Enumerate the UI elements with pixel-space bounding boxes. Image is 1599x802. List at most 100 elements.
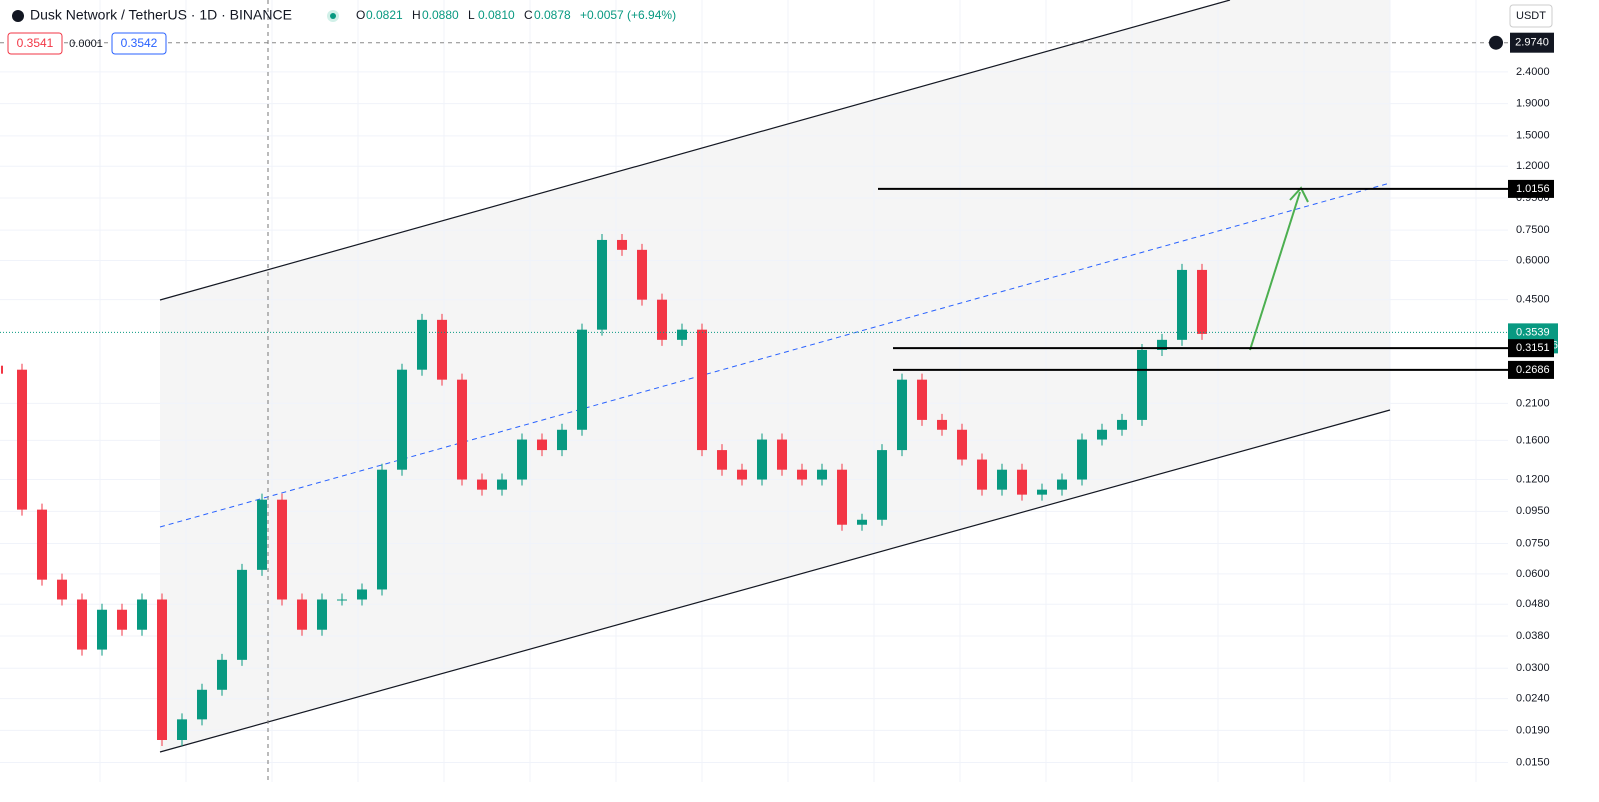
level-tag bbox=[1508, 360, 1554, 379]
candle-body bbox=[217, 659, 227, 690]
candle-body bbox=[1177, 269, 1187, 340]
candle-body bbox=[17, 369, 27, 510]
channel-bottom bbox=[159, 409, 1391, 753]
candle-body bbox=[777, 439, 787, 470]
last-price-label: 0.3539 bbox=[1516, 326, 1550, 338]
candle-body bbox=[517, 439, 527, 480]
candle-body bbox=[457, 379, 467, 480]
y-tick-label: 0.0600 bbox=[1516, 568, 1550, 580]
candle-body bbox=[897, 379, 907, 451]
candle-body bbox=[197, 689, 207, 720]
y-tick-label: 0.0190 bbox=[1516, 724, 1550, 736]
candle-body bbox=[1157, 339, 1167, 350]
candle-body bbox=[357, 589, 367, 600]
sell-price: 0.3541 bbox=[17, 36, 54, 50]
price-axis bbox=[1508, 0, 1599, 797]
y-tick-label: 0.1200 bbox=[1516, 473, 1550, 485]
candle-body bbox=[117, 609, 127, 630]
candle-body bbox=[997, 469, 1007, 490]
buy-button[interactable] bbox=[111, 32, 167, 55]
candle-body bbox=[1097, 429, 1107, 440]
spread: 0.0001 bbox=[69, 38, 103, 50]
currency: USDT bbox=[1516, 10, 1546, 22]
candle-body bbox=[1017, 469, 1027, 495]
ohlc-key: H bbox=[412, 8, 421, 22]
logo bbox=[12, 10, 24, 22]
ohlc-value: 0.0878 bbox=[534, 8, 571, 22]
y-tick-label: 0.0950 bbox=[1516, 505, 1550, 517]
candle-body bbox=[557, 429, 567, 451]
level-label: 1.0156 bbox=[1516, 183, 1550, 195]
candle-body bbox=[1117, 419, 1127, 430]
candle-body bbox=[917, 379, 927, 420]
level-label: 0.3151 bbox=[1516, 342, 1550, 354]
ohlc-value: 0.0880 bbox=[422, 8, 459, 22]
y-tick-label: 1.9000 bbox=[1516, 98, 1550, 110]
candle-body bbox=[1037, 489, 1047, 495]
ohlc-key: C bbox=[524, 8, 533, 22]
add-button bbox=[1489, 35, 1503, 50]
ohlc-key: O bbox=[356, 8, 365, 22]
candle-body bbox=[697, 329, 707, 451]
y-tick-label: 0.1600 bbox=[1516, 434, 1550, 446]
candle-body bbox=[637, 249, 647, 300]
y-tick-label: 0.0750 bbox=[1516, 537, 1550, 549]
currency-button[interactable] bbox=[1509, 4, 1553, 28]
channel-mid bbox=[159, 182, 1391, 528]
level-tag bbox=[1508, 179, 1554, 198]
candle-body bbox=[757, 439, 767, 480]
candle-body bbox=[1057, 479, 1067, 490]
candle-body bbox=[397, 369, 407, 470]
candle-body bbox=[817, 469, 827, 480]
candle-body bbox=[417, 319, 427, 370]
channel-fill bbox=[160, 0, 1390, 752]
candle-body bbox=[877, 450, 887, 520]
ohlc-value: 0.0810 bbox=[478, 8, 515, 22]
ohlc-key: L bbox=[468, 8, 475, 22]
candle-body bbox=[837, 469, 847, 525]
candle-body bbox=[337, 599, 347, 601]
candle-body bbox=[297, 599, 307, 630]
candle-body bbox=[857, 519, 867, 525]
y-tick-label: 0.0480 bbox=[1516, 598, 1550, 610]
y-tick-label: 0.0240 bbox=[1516, 692, 1550, 704]
level-label: 0.2686 bbox=[1516, 364, 1550, 376]
candle-body bbox=[257, 499, 267, 570]
candle-body bbox=[797, 469, 807, 480]
candle-body bbox=[1137, 349, 1147, 420]
status-dot-inner bbox=[330, 13, 336, 19]
candle-body bbox=[1197, 269, 1207, 334]
symbol-title: Dusk Network / TetherUS · 1D · BINANCE bbox=[30, 7, 292, 23]
sell-button[interactable] bbox=[7, 32, 63, 55]
y-tick-label: 0.0300 bbox=[1516, 662, 1550, 674]
change: +0.0057 (+6.94%) bbox=[580, 8, 676, 22]
y-tick-label: 0.0150 bbox=[1516, 756, 1550, 768]
candle-body bbox=[577, 329, 587, 430]
y-tick-label: 0.4500 bbox=[1516, 294, 1550, 306]
candle-body bbox=[57, 579, 67, 600]
y-tick-label: 0.2100 bbox=[1516, 397, 1550, 409]
y-tick-label: 1.2000 bbox=[1516, 160, 1550, 172]
candle-body bbox=[177, 719, 187, 741]
candle-body bbox=[1077, 439, 1087, 480]
candle-body bbox=[437, 319, 447, 380]
candle-body bbox=[157, 599, 167, 741]
channel-top bbox=[159, 0, 1231, 301]
candle-body bbox=[237, 569, 247, 660]
candle-body bbox=[597, 239, 607, 330]
candle-body bbox=[677, 329, 687, 340]
level-tag bbox=[1508, 339, 1554, 358]
candle-body bbox=[377, 469, 387, 590]
marker-label: 2.9740 bbox=[1515, 37, 1549, 49]
y-tick-label: 0.7500 bbox=[1516, 224, 1550, 236]
y-tick-label: 0.6000 bbox=[1516, 254, 1550, 266]
candle-body bbox=[317, 599, 327, 630]
candle-body bbox=[537, 439, 547, 451]
candle-body bbox=[37, 509, 47, 580]
candle-body bbox=[477, 479, 487, 490]
candle-body bbox=[277, 499, 287, 600]
candle-body bbox=[137, 599, 147, 630]
arrow bbox=[1249, 191, 1301, 351]
candle-body bbox=[617, 239, 627, 250]
